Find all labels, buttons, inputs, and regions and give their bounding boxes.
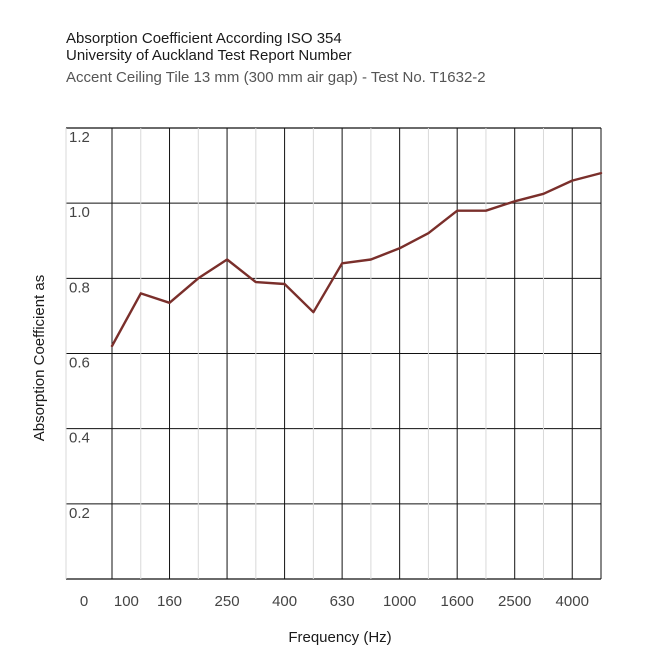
x-tick-label: 630 bbox=[330, 593, 355, 610]
y-tick-label: 1.0 bbox=[69, 204, 90, 221]
data-point bbox=[254, 280, 258, 284]
y-tick-label: 0.2 bbox=[69, 505, 90, 522]
x-tick-label: 1600 bbox=[440, 593, 473, 610]
y-tick-label: 0.8 bbox=[69, 279, 90, 296]
x-tick-label: 2500 bbox=[498, 593, 531, 610]
data-point bbox=[541, 192, 545, 196]
data-point bbox=[340, 261, 344, 265]
data-point bbox=[398, 246, 402, 250]
x-tick-label: 250 bbox=[215, 593, 240, 610]
y-tick-label: 1.2 bbox=[69, 129, 90, 146]
data-series bbox=[110, 171, 603, 348]
data-point bbox=[196, 276, 200, 280]
x-tick-label: 160 bbox=[157, 593, 182, 610]
data-point bbox=[139, 291, 143, 295]
y-tick-label: 0.6 bbox=[69, 355, 90, 372]
x-tick-label: 100 bbox=[114, 593, 139, 610]
chart-title-line-2: University of Auckland Test Report Numbe… bbox=[66, 47, 352, 64]
y-tick-label: 0.4 bbox=[69, 430, 90, 447]
data-point bbox=[599, 171, 603, 175]
y-tick-labels: 0.2 0.4 0.6 0.8 1.0 1.2 bbox=[69, 129, 90, 522]
data-point bbox=[225, 258, 229, 262]
absorption-series-line bbox=[110, 171, 603, 348]
chart-header: Absorption Coefficient According ISO 354… bbox=[66, 30, 626, 86]
data-point bbox=[570, 179, 574, 183]
data-point bbox=[513, 199, 517, 203]
data-point bbox=[110, 344, 114, 348]
data-point bbox=[311, 310, 315, 314]
x-tick-label: 400 bbox=[272, 593, 297, 610]
data-point bbox=[168, 301, 172, 305]
chart-title-line-1: Absorption Coefficient According ISO 354 bbox=[66, 30, 342, 47]
chart-subtitle: Accent Ceiling Tile 13 mm (300 mm air ga… bbox=[66, 69, 486, 86]
x-tick-label: 0 bbox=[80, 593, 88, 610]
x-tick-label: 4000 bbox=[556, 593, 589, 610]
x-tick-label: 1000 bbox=[383, 593, 416, 610]
data-point bbox=[455, 209, 459, 213]
grid-lines bbox=[65, 127, 602, 580]
data-point bbox=[369, 258, 373, 262]
data-point bbox=[283, 282, 287, 286]
y-axis-title: Absorption Coefficient as bbox=[31, 275, 48, 442]
data-point bbox=[426, 231, 430, 235]
data-point bbox=[484, 209, 488, 213]
x-tick-labels: 0 100 160 250 400 630 1000 1600 2500 4000 bbox=[80, 593, 589, 610]
x-axis-title: Frequency (Hz) bbox=[288, 629, 391, 646]
